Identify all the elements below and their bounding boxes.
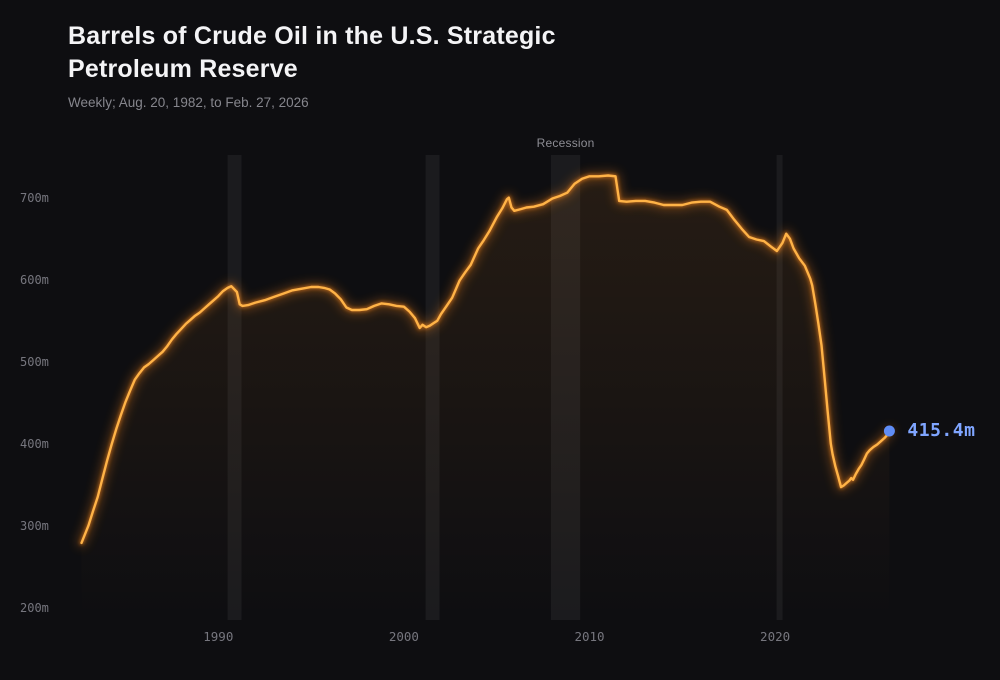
series-line	[80, 174, 891, 545]
y-axis-label: 400m	[20, 436, 49, 451]
series-area-fill	[81, 175, 890, 620]
page-title: Barrels of Crude Oil in the U.S. Strateg…	[68, 20, 556, 86]
endpoint-value-label: 415.4m	[907, 420, 976, 441]
endpoint-dot	[883, 425, 895, 437]
title-line-2: Petroleum Reserve	[68, 55, 298, 83]
x-axis-label: 2020	[760, 629, 791, 644]
y-axis-label: 300m	[20, 518, 49, 533]
chart-subtitle: Weekly; Aug. 20, 1982, to Feb. 27, 2026	[68, 95, 309, 110]
x-axis-label: 2010	[574, 629, 605, 644]
recession-annotation: Recession	[536, 136, 595, 150]
x-axis-label: 2000	[388, 629, 419, 644]
y-axis-label: 200m	[20, 600, 49, 615]
y-axis-label: 600m	[20, 272, 49, 287]
y-axis-label: 700m	[20, 190, 49, 205]
chart-header: Barrels of Crude Oil in the U.S. Strateg…	[68, 20, 556, 110]
x-axis-label: 1990	[203, 629, 234, 644]
y-axis-label: 500m	[20, 354, 49, 369]
title-line-1: Barrels of Crude Oil in the U.S. Strateg…	[68, 22, 556, 50]
